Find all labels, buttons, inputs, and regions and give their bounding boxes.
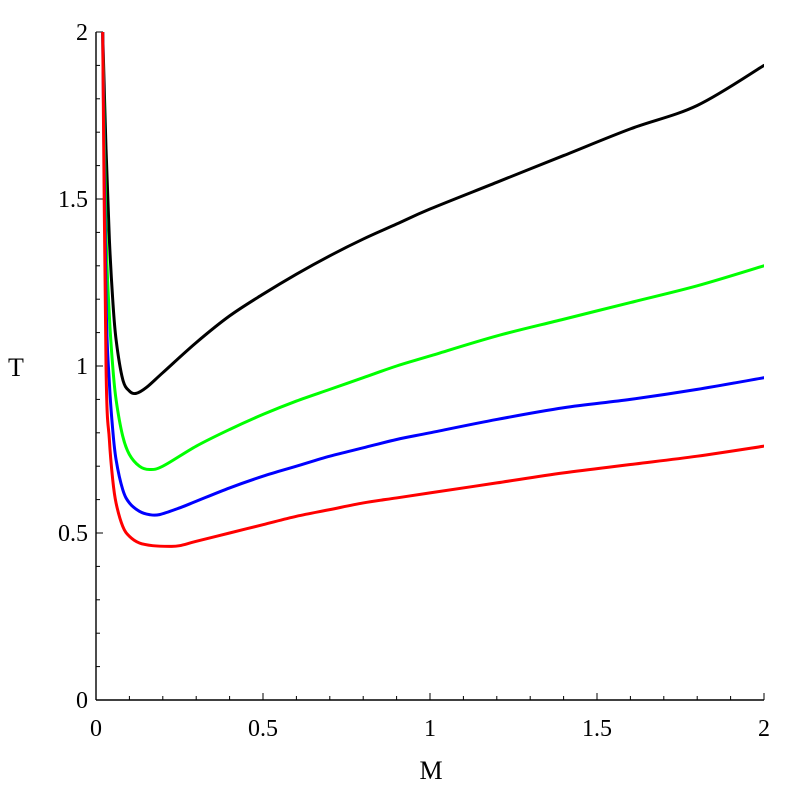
x-tick-label: 1 [424, 716, 436, 742]
y-tick-label: 1.5 [58, 187, 88, 213]
y-axis: 0 0.5 1 1.5 2 [58, 20, 103, 714]
x-tick-label: 0.5 [248, 716, 278, 742]
x-tick-label: 2 [758, 716, 770, 742]
y-axis-title: T [8, 353, 24, 382]
series-line-4 [101, 32, 764, 548]
x-axis-title: M [419, 756, 442, 785]
series-line-2 [101, 32, 764, 472]
y-tick-label: 1 [76, 354, 88, 380]
y-tick-label: 2 [76, 20, 88, 46]
y-tick-label: 0 [76, 688, 88, 714]
x-tick-label: 0 [90, 716, 102, 742]
x-axis: 0 0.5 1 1.5 2 [90, 693, 770, 742]
x-tick-label: 1.5 [582, 716, 612, 742]
series-line-3 [101, 32, 764, 517]
y-tick-label: 0.5 [58, 521, 88, 547]
series-line-1 [101, 32, 764, 396]
series-layer [101, 32, 764, 548]
